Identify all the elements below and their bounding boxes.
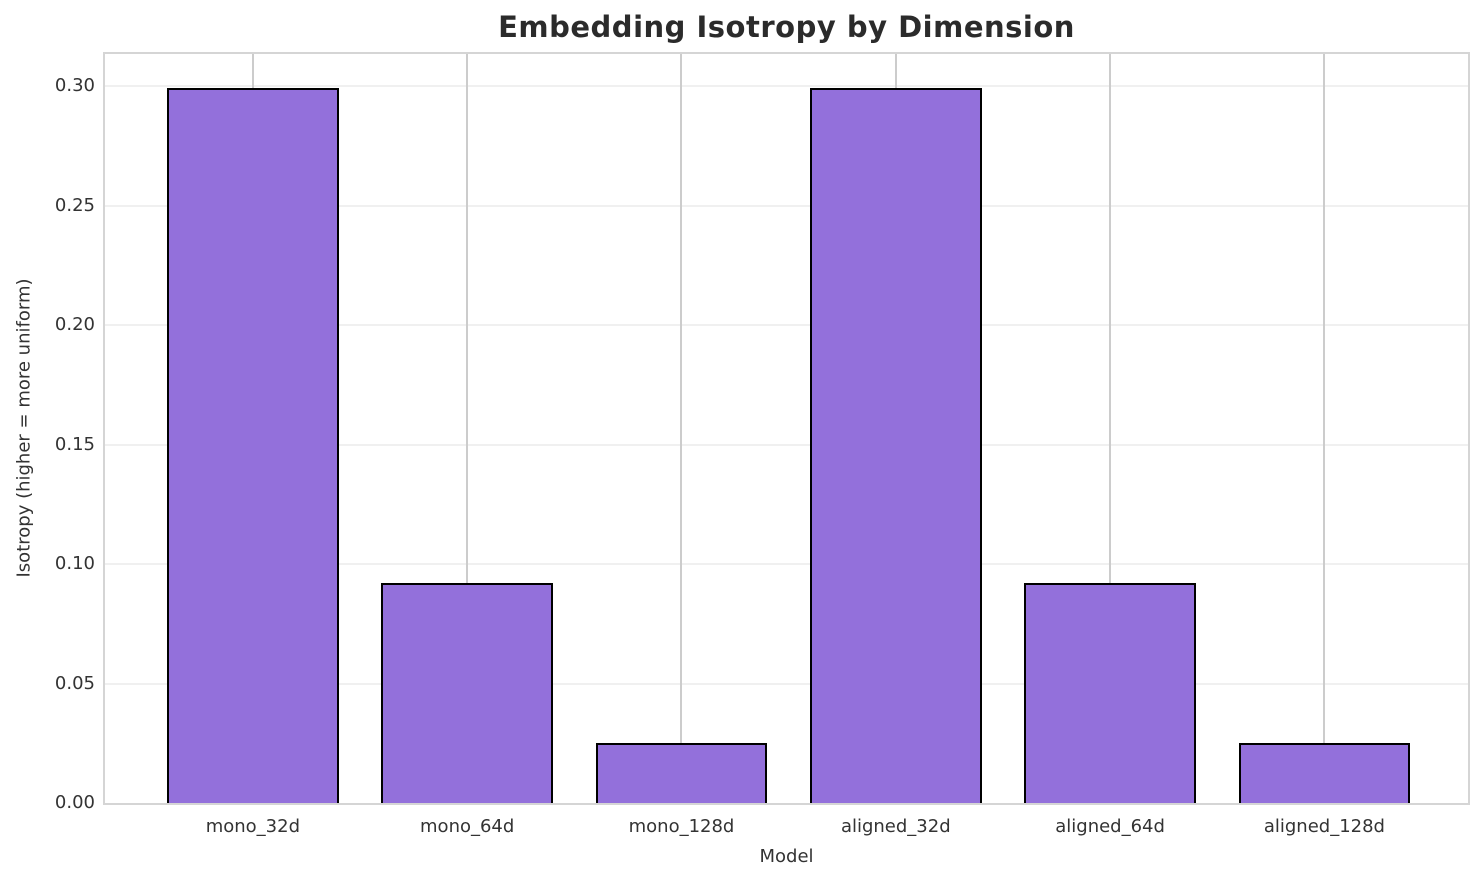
vertical-gridline [1109, 54, 1112, 803]
horizontal-gridline [105, 682, 1468, 685]
bar-mono_128d [595, 743, 768, 803]
vertical-gridline [466, 54, 469, 803]
vertical-gridline [680, 54, 683, 803]
horizontal-gridline [105, 443, 1468, 446]
plot-area [103, 52, 1470, 805]
y-tick-label: 0.05 [54, 672, 95, 694]
x-tick-label: aligned_64d [1055, 816, 1165, 837]
x-tick-label: aligned_128d [1263, 816, 1385, 837]
bar-aligned_32d [810, 88, 982, 803]
x-tick-label: mono_32d [205, 816, 301, 837]
y-tick-label: 0.25 [54, 194, 95, 216]
y-tick-label: 0.15 [54, 433, 95, 455]
y-tick-label: 0.10 [54, 553, 95, 574]
bar-aligned_64d [1024, 583, 1196, 803]
y-tick-label: 0.20 [54, 314, 95, 336]
y-tick-label: 0.30 [54, 75, 95, 97]
y-tick-label: 0.00 [54, 792, 95, 813]
horizontal-gridline [105, 324, 1468, 327]
x-tick-label: mono_128d [628, 816, 735, 837]
chart-title: Embedding Isotropy by Dimension [498, 10, 1075, 44]
horizontal-gridline [105, 85, 1468, 88]
horizontal-gridline [105, 204, 1468, 207]
bar-aligned_128d [1238, 743, 1411, 803]
vertical-gridline [1323, 54, 1326, 803]
horizontal-gridline [105, 563, 1468, 565]
x-tick-label: aligned_32d [840, 816, 951, 837]
x-tick-label: mono_64d [420, 816, 515, 837]
bar-mono_64d [381, 583, 553, 803]
bar-mono_32d [167, 88, 339, 803]
x-axis-label: Model [759, 846, 814, 867]
